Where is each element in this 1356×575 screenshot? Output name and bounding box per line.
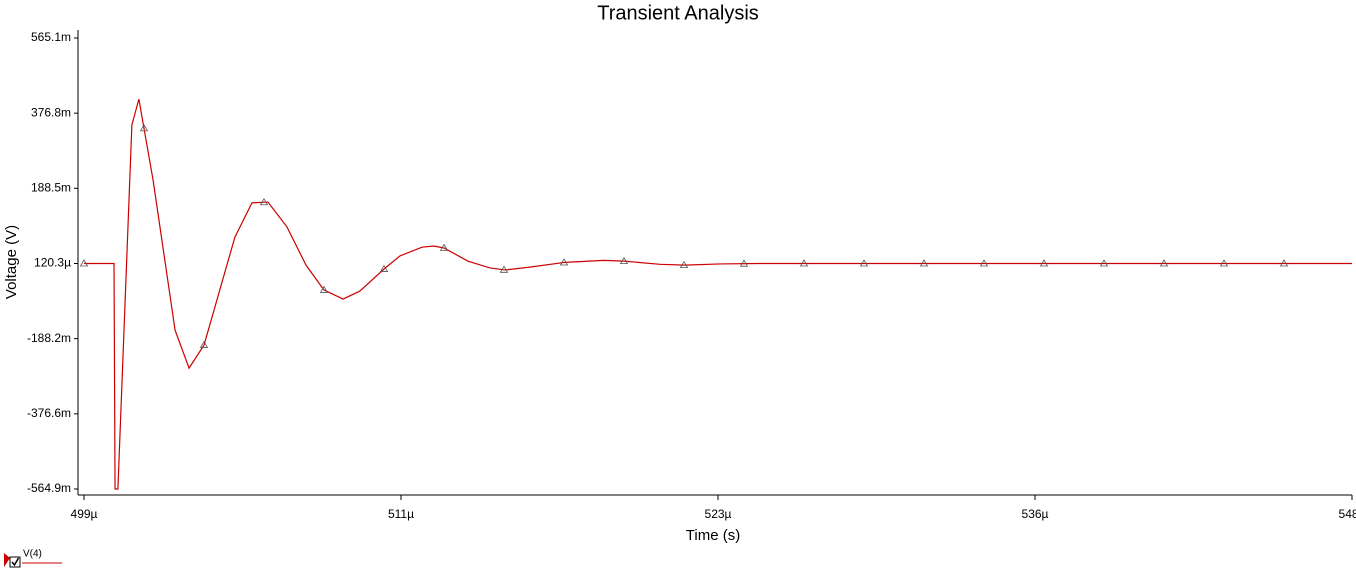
line-marker xyxy=(679,260,689,269)
y-tick-label: 565.1m xyxy=(31,30,71,44)
x-tick-label: 548µ xyxy=(1339,507,1356,521)
y-axis-title: Voltage (V) xyxy=(3,225,20,299)
line-marker xyxy=(1279,259,1289,267)
line-marker xyxy=(139,124,149,132)
y-tick-label: -376.6m xyxy=(27,406,71,420)
line-marker xyxy=(1099,259,1109,267)
x-axis-title: Time (s) xyxy=(686,527,740,544)
chart-title: Transient Analysis xyxy=(597,2,759,24)
legend-label: V(4) xyxy=(23,549,42,560)
line-marker xyxy=(799,259,809,267)
y-tick-label: 188.5m xyxy=(31,180,71,194)
x-tick-label: 511µ xyxy=(388,507,414,521)
y-tick-label: -564.9m xyxy=(27,481,71,495)
y-tick-label: -188.2m xyxy=(27,331,71,345)
line-marker xyxy=(79,259,89,267)
x-tick-label: 523µ xyxy=(705,507,732,521)
y-tick-label: 376.8m xyxy=(31,105,71,119)
y-tick-label: 120.3µ xyxy=(34,256,71,270)
line-marker xyxy=(559,258,569,266)
line-marker xyxy=(619,256,629,265)
line-marker xyxy=(739,259,749,267)
line-marker xyxy=(259,197,269,206)
line-marker xyxy=(319,285,329,293)
line-marker xyxy=(919,259,929,267)
line-marker xyxy=(379,264,389,272)
legend: V(4) xyxy=(4,549,62,568)
line-marker xyxy=(199,340,209,348)
line-marker xyxy=(1039,259,1049,267)
line-marker xyxy=(439,243,449,251)
line-series xyxy=(84,98,1352,490)
line-marker xyxy=(1159,259,1169,267)
line-marker xyxy=(859,259,869,267)
legend-arrow xyxy=(4,553,10,567)
x-tick-label: 536µ xyxy=(1022,507,1049,521)
legend-check xyxy=(11,557,20,567)
line-marker xyxy=(1219,259,1229,267)
legend-checkbox[interactable] xyxy=(9,556,21,568)
line-marker xyxy=(979,259,989,267)
x-tick-label: 499µ xyxy=(71,507,98,521)
line-marker xyxy=(499,265,509,273)
